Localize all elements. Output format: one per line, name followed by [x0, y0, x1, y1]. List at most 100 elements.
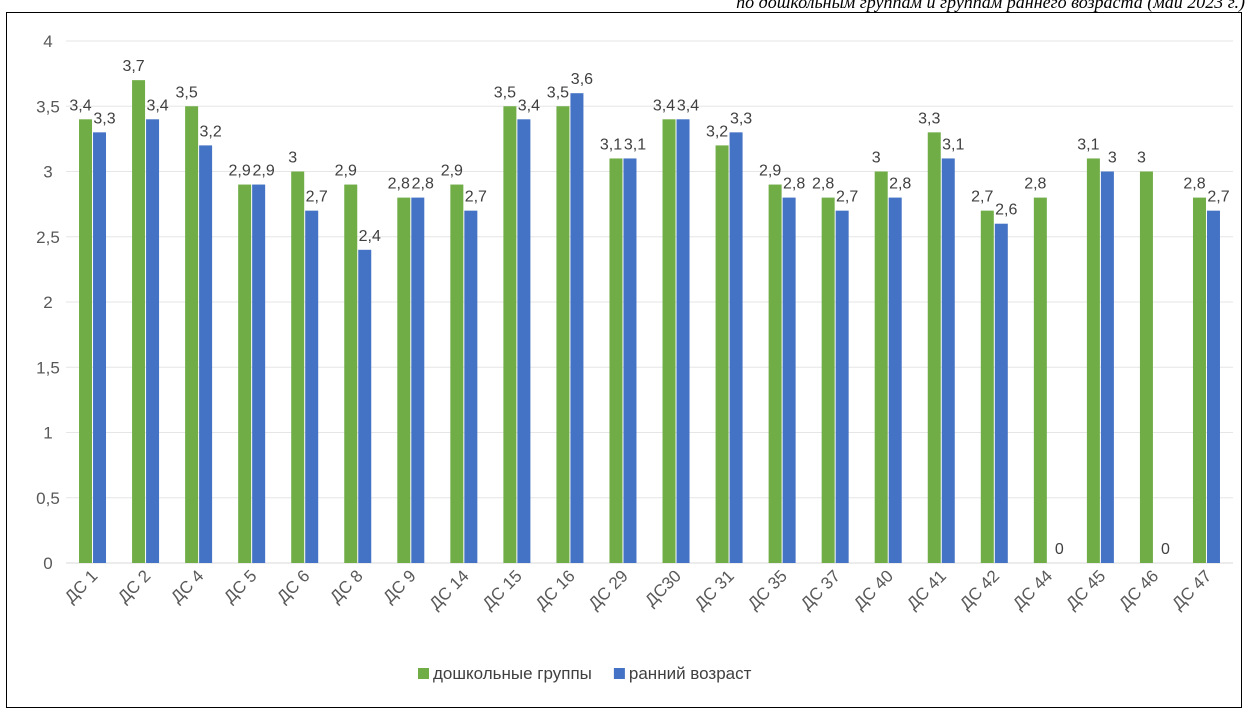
data-label: 3,3	[918, 110, 940, 127]
bar	[305, 210, 319, 563]
bar	[609, 158, 623, 563]
bar	[1086, 158, 1100, 563]
bar	[291, 171, 305, 563]
data-label: 2,7	[306, 189, 328, 206]
data-label: 2,8	[783, 176, 805, 193]
y-axis-ticks: 0 0,5 1 1,5 2 2,5 3 3,5 4	[36, 32, 60, 573]
data-label: 2,4	[359, 228, 381, 245]
bar	[1033, 197, 1047, 563]
bar	[782, 197, 796, 563]
bar	[1139, 171, 1153, 563]
bar	[132, 80, 146, 564]
data-label: 2,9	[253, 163, 275, 180]
x-tick-label: ДС 40	[850, 566, 897, 613]
bar	[874, 171, 888, 563]
data-label: 2,8	[889, 176, 911, 193]
data-label: 3,1	[942, 136, 964, 153]
bar	[93, 132, 107, 563]
bar	[662, 119, 676, 564]
bar	[185, 106, 199, 563]
bar	[450, 184, 464, 564]
bar	[941, 158, 955, 563]
data-label: 3,4	[146, 97, 168, 114]
data-label: 0	[1161, 541, 1170, 558]
bar	[199, 145, 213, 563]
data-label: 2,9	[759, 163, 781, 180]
bar	[980, 210, 994, 563]
data-label: 2,9	[229, 163, 251, 180]
y-tick-label: 0	[43, 554, 52, 573]
data-label: 3,3	[730, 110, 752, 127]
x-tick-label: ДС 31	[691, 566, 738, 613]
bar	[570, 93, 584, 563]
legend-swatch	[418, 668, 429, 679]
data-label: 3,4	[69, 97, 91, 114]
x-tick-label: ДС 37	[797, 566, 844, 613]
data-label: 2,8	[812, 176, 834, 193]
bar	[464, 210, 478, 563]
data-label: 3	[1137, 150, 1146, 167]
y-tick-label: 1,5	[36, 358, 60, 377]
x-tick-label: ДС 9	[379, 566, 419, 606]
bar	[146, 119, 160, 564]
bar	[676, 119, 690, 564]
data-label: 2,9	[441, 163, 463, 180]
bar	[517, 119, 531, 564]
data-label: 3,1	[1077, 136, 1099, 153]
bar	[358, 249, 372, 564]
data-label: 2,8	[1183, 176, 1205, 193]
bar	[1100, 171, 1114, 563]
data-label: 3,6	[571, 71, 593, 88]
x-tick-label: ДС 14	[426, 566, 473, 613]
y-tick-label: 3	[43, 163, 52, 182]
x-tick-label: ДС30	[641, 566, 685, 610]
bar	[397, 197, 411, 563]
bar	[715, 145, 729, 563]
bar	[927, 132, 941, 563]
y-tick-label: 2,5	[36, 228, 60, 247]
bar	[888, 197, 902, 563]
x-axis-ticks: ДС 1 ДС 2 ДС 4 ДС 5 ДС 6 ДС 8 ДС 9 ДС 14 ДС 15 ДС…	[61, 566, 1215, 613]
data-label: 2,8	[1024, 176, 1046, 193]
bar	[252, 184, 266, 564]
y-tick-label: 4	[43, 32, 52, 51]
x-tick-label: ДС 4	[167, 566, 207, 606]
data-label: 2,8	[388, 176, 410, 193]
data-label: 2,7	[971, 189, 993, 206]
bar	[821, 197, 835, 563]
legend-swatch	[613, 668, 625, 679]
x-tick-label: ДС 16	[532, 566, 579, 613]
legend-label: ранний возраст	[629, 664, 752, 683]
bar	[835, 210, 849, 563]
bar	[729, 132, 743, 563]
data-label: 2,7	[836, 189, 858, 206]
bar	[79, 119, 93, 564]
data-label: 3,4	[677, 97, 699, 114]
bar	[623, 158, 637, 563]
x-tick-label: ДС 15	[479, 566, 526, 613]
data-label: 2,9	[335, 163, 357, 180]
data-label: 3,4	[653, 97, 675, 114]
chart-caption: по дошкольным группам и группам раннего …	[736, 0, 1245, 12]
y-tick-label: 1	[43, 424, 52, 443]
x-tick-label: ДС 8	[326, 566, 366, 606]
data-label: 3,5	[175, 84, 197, 101]
legend-label: дошкольные группы	[433, 664, 592, 683]
x-tick-label: ДС 45	[1062, 566, 1109, 613]
bars	[79, 80, 1220, 564]
x-tick-label: ДС 29	[585, 566, 632, 613]
data-label: 3,3	[93, 110, 115, 127]
y-tick-label: 2	[43, 293, 52, 312]
bar	[344, 184, 358, 564]
bar	[503, 106, 517, 563]
legend: дошкольные группы ранний возраст	[418, 664, 752, 683]
bar	[1206, 210, 1220, 563]
bar	[1192, 197, 1206, 563]
data-label: 3,4	[518, 97, 540, 114]
data-label: 3,1	[624, 136, 646, 153]
data-label: 3,5	[494, 84, 516, 101]
y-tick-label: 0,5	[36, 489, 60, 508]
x-tick-label: ДС 44	[1009, 566, 1056, 613]
data-label: 3,5	[547, 84, 569, 101]
